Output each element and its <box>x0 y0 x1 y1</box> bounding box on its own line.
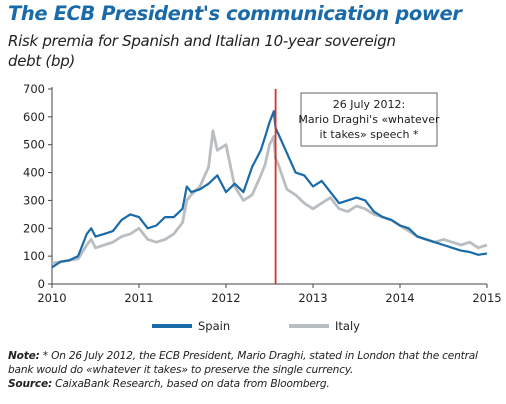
y-tick-label-700: 700 <box>23 82 45 96</box>
y-tick-label-200: 200 <box>23 221 45 235</box>
x-tick-label-2011: 2011 <box>124 291 153 305</box>
x-tick-label-2015: 2015 <box>472 291 501 305</box>
y-tick-label-400: 400 <box>23 166 45 180</box>
x-tick-label-2010: 2010 <box>37 291 66 305</box>
annotation-line-1: 26 July 2012: <box>333 98 405 111</box>
y-tick-label-500: 500 <box>23 138 45 152</box>
legend-label-spain: Spain <box>198 319 230 333</box>
x-tick-label-2014: 2014 <box>385 291 414 305</box>
annotation-box <box>300 92 438 147</box>
y-tick-label-600: 600 <box>23 110 45 124</box>
chart-subtitle: Risk premia for Spanish and Italian 10-y… <box>8 32 396 70</box>
chart-title: The ECB President's communication power <box>8 2 462 25</box>
y-tick-label-300: 300 <box>23 193 45 207</box>
annotation-line-2: Mario Draghi's «whatever <box>298 113 440 126</box>
note-text: * On 26 July 2012, the ECB President, Ma… <box>8 350 478 376</box>
y-tick-label-0: 0 <box>38 277 45 291</box>
x-tick-label-2013: 2013 <box>298 291 327 305</box>
source-text: CaixaBank Research, based on data from B… <box>51 378 330 390</box>
legend-label-italy: Italy <box>335 319 360 333</box>
x-tick-label-2012: 2012 <box>211 291 240 305</box>
series-line-italy <box>51 129 488 265</box>
note-label: Note: <box>8 350 40 362</box>
chart-svg: 0 100 200 300 400 500 600 700 2010 2011 2012 2013 20… <box>23 82 502 333</box>
y-tick-label-100: 100 <box>23 249 45 263</box>
footnote: Note: * On 26 July 2012, the ECB Preside… <box>8 349 502 391</box>
source-label: Source: <box>8 378 52 390</box>
series-line-spain <box>51 110 488 269</box>
annotation-line-3: it takes» speech * <box>320 128 419 141</box>
